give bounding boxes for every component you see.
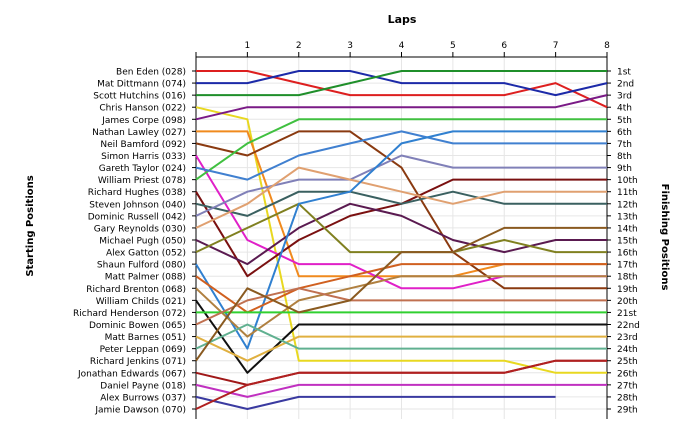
finishing-label: 21st (617, 309, 637, 319)
x-tick-label: 6 (501, 41, 507, 51)
chart-title: Laps (388, 13, 417, 26)
x-tick-label: 8 (604, 41, 610, 51)
series-line-10 (195, 130, 607, 181)
finishing-label: 29th (617, 406, 638, 416)
finishing-label: 1st (617, 68, 631, 78)
x-tick-label: 7 (553, 41, 559, 51)
finishing-label: 18th (617, 273, 638, 283)
finishing-label: 25th (617, 357, 638, 367)
series-line-18 (195, 263, 607, 314)
finishing-label: 3rd (617, 92, 632, 102)
finishing-label: 20th (617, 297, 638, 307)
starting-label: Jamie Dawson (070) (94, 406, 186, 416)
finishing-label: 6th (617, 128, 632, 138)
series-line-9 (195, 118, 607, 181)
series-line-29 (195, 359, 607, 410)
series-line-1 (196, 70, 608, 109)
finishing-label: 24th (617, 345, 638, 355)
starting-label: Richard Henderson (072) (73, 309, 186, 319)
starting-label: Richard Jenkins (071) (90, 357, 186, 367)
series-line-14 (195, 166, 607, 229)
starting-label: Shaun Fulford (080) (97, 261, 186, 271)
x-tick-labels: 1 2 3 4 5 6 7 8 (245, 41, 611, 51)
y-axis-label-left: Starting Positions (25, 175, 36, 276)
series-line-20 (195, 299, 607, 374)
starting-label: Matt Palmer (088) (105, 273, 186, 283)
y-axis-label-right: Finishing Positions (659, 184, 670, 291)
finishing-label: 5th (617, 116, 632, 126)
starting-label: Richard Brenton (068) (86, 285, 186, 295)
starting-label: Steven Johnson (040) (89, 200, 186, 210)
series-line-23 (195, 335, 607, 362)
finishing-position-labels: 1st 2nd 3rd 4th 5th 6th 7th 8th 9th 10th 11th 12th 1… (617, 68, 640, 416)
finishing-label: 9th (617, 164, 632, 174)
x-tick-label: 5 (450, 41, 456, 51)
starting-label: William Priest (078) (98, 176, 186, 186)
finishing-label: 10th (617, 176, 638, 186)
starting-label: Dominic Bowen (065) (89, 321, 186, 331)
finishing-label: 12th (617, 200, 638, 210)
starting-label: Mat Dittmann (074) (97, 80, 186, 90)
finishing-label: 8th (617, 152, 632, 162)
finishing-label: 22nd (617, 321, 640, 331)
series-line-17 (195, 130, 607, 350)
starting-label: Dominic Russell (042) (88, 212, 186, 222)
starting-label: Peter Leppan (069) (100, 345, 186, 355)
finishing-label: 4th (617, 104, 632, 114)
finishing-label: 7th (617, 140, 632, 150)
series-line-2 (196, 70, 608, 97)
finishing-label: 11th (617, 188, 638, 198)
finishing-label: 28th (617, 393, 638, 403)
finishing-label: 23rd (617, 333, 638, 343)
x-tick-label: 4 (399, 41, 405, 51)
series-line-28 (195, 395, 556, 410)
series-line-12 (195, 190, 607, 217)
series-line-25 (195, 226, 607, 362)
finishing-label: 13th (617, 212, 638, 222)
series-lines (195, 70, 608, 410)
starting-label: Daniel Payne (018) (100, 381, 186, 391)
starting-label: Simon Harris (033) (101, 152, 186, 162)
starting-label: William Childs (021) (96, 297, 186, 307)
starting-label: Gary Reynolds (030) (94, 224, 186, 234)
x-tick-label: 2 (296, 41, 302, 51)
finishing-label: 14th (617, 224, 638, 234)
starting-label: Scott Hutchins (016) (93, 92, 186, 102)
starting-label: Matt Barnes (051) (105, 333, 186, 343)
starting-label: James Corpe (098) (101, 116, 186, 126)
starting-label: Neil Bamford (092) (100, 140, 186, 150)
axes (192, 52, 611, 419)
series-line-5 (195, 94, 608, 121)
finishing-label: 26th (617, 369, 638, 379)
series-line-3 (196, 70, 607, 97)
series-line-15 (195, 202, 607, 266)
starting-label: Alex Gatton (052) (106, 249, 186, 259)
series-line-24 (195, 323, 607, 350)
series-line-7 (195, 130, 607, 290)
series-line-4 (195, 106, 607, 374)
starting-label: Nathan Lawley (027) (92, 128, 186, 138)
finishing-label: 17th (617, 261, 638, 271)
x-tick-label: 1 (245, 41, 251, 51)
series-line-13 (195, 154, 607, 217)
finishing-label: 2nd (617, 80, 634, 90)
starting-label: Richard Hughes (038) (88, 188, 186, 198)
x-tick-label: 3 (347, 41, 353, 51)
starting-position-labels: Ben Eden (028) Mat Dittmann (074) Scott Hu… (73, 68, 186, 416)
finishing-label: 27th (617, 381, 638, 391)
starting-label: Alex Burrows (037) (100, 393, 186, 403)
series-line-27 (195, 383, 607, 398)
starting-label: Jonathan Edwards (067) (77, 369, 186, 379)
starting-label: Chris Hanson (022) (99, 104, 186, 114)
grid (195, 57, 608, 419)
starting-label: Michael Pugh (050) (99, 237, 186, 247)
finishing-label: 15th (617, 237, 638, 247)
starting-label: Gareth Taylor (024) (99, 164, 186, 174)
starting-label: Ben Eden (028) (116, 68, 186, 78)
finishing-label: 19th (617, 285, 638, 295)
series-line-19 (195, 275, 607, 338)
finishing-label: 16th (617, 249, 638, 259)
